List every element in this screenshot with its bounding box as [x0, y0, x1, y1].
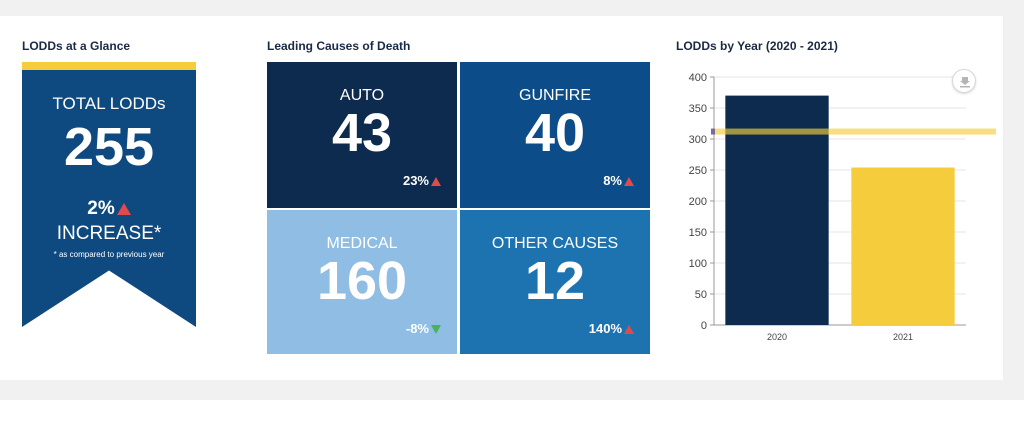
y-tick-label: 300 [689, 134, 707, 146]
y-tick-label: 400 [689, 72, 707, 84]
cause-label: AUTO [339, 87, 385, 104]
total-lodds-value: 255 [63, 117, 155, 177]
cause-change: 23% [403, 173, 441, 188]
y-tick-label: 250 [689, 165, 707, 177]
banner-accent-bar [22, 62, 196, 70]
download-button[interactable] [952, 69, 976, 93]
cause-change-value: -8% [405, 321, 429, 336]
x-tick-label: 2020 [767, 332, 787, 342]
lodds-by-year-chart: 400 350 300 250 200 150 100 50 0 2020 2021 [668, 62, 998, 352]
cause-tile-other[interactable]: OTHER CAUSES 12 140% [460, 210, 650, 354]
cause-change-value: 23% [402, 173, 429, 188]
reference-line [712, 128, 996, 135]
bar-2021 [851, 167, 955, 325]
total-lodds-label: TOTAL LODDs [52, 94, 166, 113]
cause-value: 160 [316, 251, 408, 311]
arrow-down-icon [431, 325, 441, 335]
bottom-strip [0, 400, 1024, 438]
increase-label: INCREASE* [56, 223, 162, 244]
arrow-up-icon [116, 202, 131, 215]
bar-chart-svg: 400 350 300 250 200 150 100 50 0 2020 2021 [689, 72, 996, 342]
causes-title: Leading Causes of Death [267, 39, 411, 53]
arrow-up-icon [624, 325, 634, 335]
glance-title: LODDs at a Glance [22, 39, 131, 53]
cause-change-value: 140% [588, 321, 622, 336]
cause-label: MEDICAL [326, 235, 398, 252]
cause-change: 140% [589, 321, 634, 336]
cause-label: OTHER CAUSES [491, 235, 619, 252]
year-title: LODDs by Year (2020 - 2021) [676, 39, 838, 53]
cause-change: 8% [603, 173, 634, 188]
cause-label: GUNFIRE [519, 87, 591, 104]
cause-change-value: 8% [603, 173, 622, 188]
cause-tile-medical[interactable]: MEDICAL 160 -8% [267, 210, 457, 354]
arrow-up-icon [431, 177, 441, 187]
cause-change: -8% [406, 321, 441, 336]
cause-value: 40 [524, 103, 586, 163]
x-tick-label: 2021 [893, 332, 913, 342]
y-tick-label: 350 [689, 103, 707, 115]
cause-tile-auto[interactable]: AUTO 43 23% [267, 62, 457, 208]
arrow-up-icon [624, 177, 634, 187]
y-tick-label: 0 [701, 320, 707, 332]
y-tick-label: 50 [695, 289, 707, 301]
y-tick-label: 150 [689, 227, 707, 239]
total-lodds-banner: TOTAL LODDs 255 2% INCREASE* * as compar… [22, 70, 196, 327]
total-change: 2% [22, 198, 196, 220]
reference-line-marker [711, 128, 715, 135]
total-change-percent: 2% [87, 198, 115, 219]
download-icon [960, 77, 970, 88]
cause-value: 43 [331, 103, 393, 163]
comparison-note: * as compared to previous year [53, 250, 165, 259]
y-tick-label: 200 [689, 196, 707, 208]
y-tick-label: 100 [689, 258, 707, 270]
cause-tile-gunfire[interactable]: GUNFIRE 40 8% [460, 62, 650, 208]
cause-value: 12 [524, 251, 586, 311]
